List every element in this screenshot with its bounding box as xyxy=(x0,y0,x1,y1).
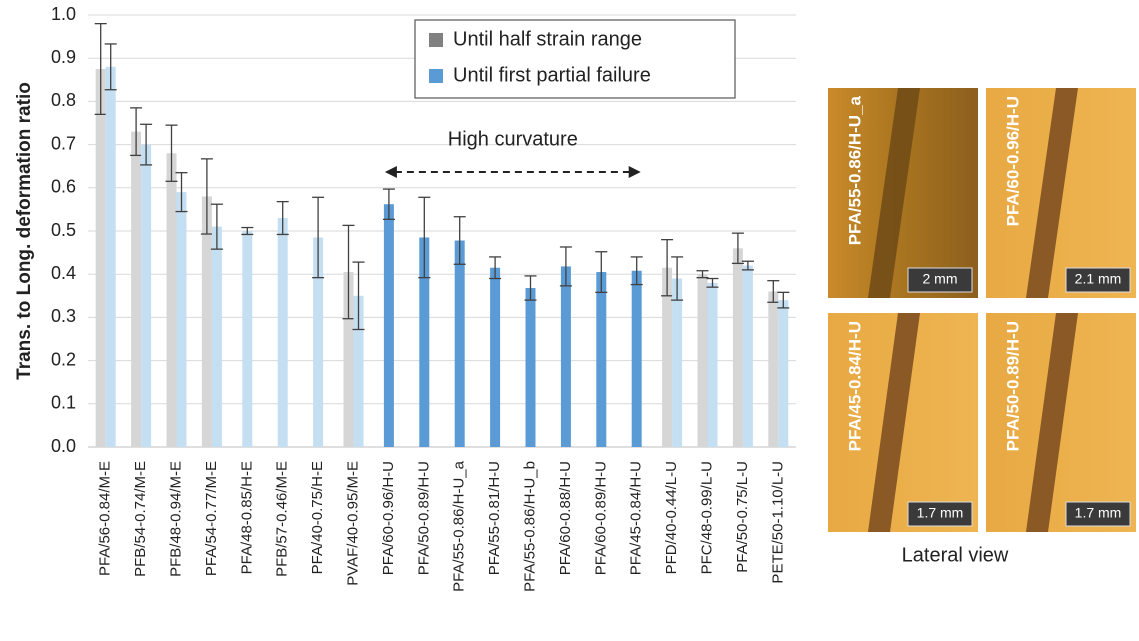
x-tick-label: PFA/50-0.89/H-U xyxy=(415,461,432,575)
bar xyxy=(596,272,606,447)
x-tick-label: PETE/50-1.10/L-U xyxy=(769,461,786,584)
bar xyxy=(278,218,288,447)
caption: Lateral view xyxy=(902,544,1009,566)
y-tick-label: 0.3 xyxy=(51,306,76,326)
legend-label: Until half strain range xyxy=(453,28,642,50)
bar xyxy=(106,67,116,447)
bar xyxy=(672,279,682,447)
bar xyxy=(96,69,106,447)
bar xyxy=(167,153,177,447)
image-panel: PFA/60-0.96/H-U 2.1 mm xyxy=(986,88,1136,298)
bar xyxy=(384,204,394,447)
bar xyxy=(490,268,500,447)
figure: Trans. to Long. deformation ratio 0.0 0.1… xyxy=(0,0,1139,636)
plot-area: 0.0 0.1 0.2 0.3 0.4 0.5 0.6 0.7 0.8 0.9 1.0 PFA/56-… xyxy=(51,4,796,592)
image-panels: PFA/55-0.86/H-U_a 2 mm PFA/60-0.96/H-U 2.1 … xyxy=(828,88,1136,532)
y-tick-label: 0.5 xyxy=(51,220,76,240)
scale-label: 2 mm xyxy=(923,271,958,287)
bar xyxy=(212,227,222,447)
legend: Until half strain range Until first parti… xyxy=(415,20,735,98)
y-axis-label: Trans. to Long. deformation ratio xyxy=(14,82,35,380)
legend-swatch xyxy=(429,69,443,83)
x-tick-label: PFA/48-0.85/H-E xyxy=(238,461,255,574)
y-tick-label: 0.9 xyxy=(51,47,76,67)
arrow-head xyxy=(385,166,397,178)
bar xyxy=(632,271,642,447)
x-tick-label: PFC/48-0.99/L-U xyxy=(698,461,715,574)
x-tick-label: PVAF/40-0.95/M-E xyxy=(344,461,361,586)
legend-label: Until first partial failure xyxy=(453,64,651,86)
image-panel: PFA/55-0.86/H-U_a 2 mm xyxy=(828,88,978,298)
bar xyxy=(526,288,536,447)
scale-label: 1.7 mm xyxy=(1075,505,1122,521)
x-tick-label: PFA/50-0.75/L-U xyxy=(734,461,751,573)
image-panel: PFA/50-0.89/H-U 1.7 mm xyxy=(986,313,1136,532)
x-tick-label: PFA/60-0.88/H-U xyxy=(557,461,574,575)
bar xyxy=(778,300,788,447)
annotation-text: High curvature xyxy=(448,128,578,150)
x-tick-label: PFA/60-0.89/H-U xyxy=(592,461,609,575)
x-tick-label: PFB/57-0.46/M-E xyxy=(274,461,291,577)
bar xyxy=(455,241,465,447)
bar xyxy=(141,145,151,447)
y-tick-label: 0.7 xyxy=(51,133,76,153)
image-panel: PFA/45-0.84/H-U 1.7 mm xyxy=(828,313,978,532)
scale-label: 2.1 mm xyxy=(1075,271,1122,287)
arrow-head xyxy=(629,166,641,178)
panel-label: PFA/50-0.89/H-U xyxy=(1003,321,1022,451)
x-tick-label: PFB/48-0.94/M-E xyxy=(167,461,184,577)
y-tick-label: 0.0 xyxy=(51,436,76,456)
x-tick-label: PFA/55-0.86/H-U_a xyxy=(451,460,468,592)
x-tick-label: PFA/54-0.77/M-E xyxy=(203,461,220,576)
y-tick-label: 0.2 xyxy=(51,349,76,369)
x-tick-label: PFA/55-0.86/H-U_b xyxy=(521,461,538,592)
panel-label: PFA/60-0.96/H-U xyxy=(1003,96,1022,226)
y-tick-label: 1.0 xyxy=(51,4,76,24)
x-tick-label: PFA/60-0.96/H-U xyxy=(380,461,397,575)
bar xyxy=(743,266,753,447)
legend-swatch xyxy=(429,33,443,47)
y-tick-label: 0.6 xyxy=(51,177,76,197)
bar xyxy=(177,192,187,447)
bar xyxy=(242,231,252,447)
y-tick-label: 0.4 xyxy=(51,263,76,283)
bar xyxy=(768,291,778,447)
y-tick-label: 0.8 xyxy=(51,90,76,110)
panel-label: PFA/55-0.86/H-U_a xyxy=(845,95,864,245)
x-tick-label: PFD/40-0.44/L-U xyxy=(663,461,680,574)
x-tick-label: PFA/56-0.84/M-E xyxy=(97,461,114,576)
x-tick-label: PFA/45-0.84/H-U xyxy=(628,461,645,575)
bar xyxy=(131,132,141,447)
panel-label: PFA/45-0.84/H-U xyxy=(845,321,864,451)
y-tick-label: 0.1 xyxy=(51,393,76,413)
x-tick-label: PFB/54-0.74/M-E xyxy=(132,461,149,577)
bar xyxy=(561,266,571,447)
bar xyxy=(708,283,718,447)
x-tick-label: PFA/55-0.81/H-U xyxy=(486,461,503,575)
bar xyxy=(698,274,708,447)
bar xyxy=(733,248,743,447)
x-tick-label: PFA/40-0.75/H-E xyxy=(309,461,326,574)
scale-label: 1.7 mm xyxy=(917,505,964,521)
